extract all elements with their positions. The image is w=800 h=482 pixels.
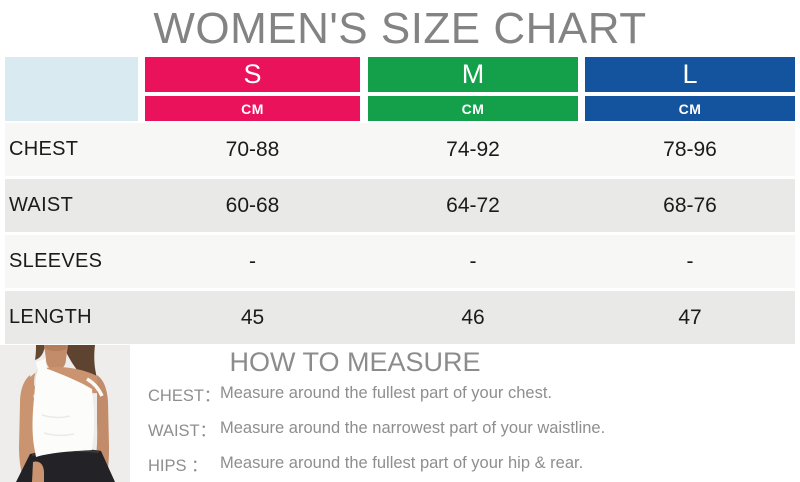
size-header-m: M <box>368 57 578 92</box>
cell-waist-s: 60-68 <box>225 193 280 217</box>
unit-header-s: CM <box>145 96 360 121</box>
cell-chest-l: 78-96 <box>663 137 717 161</box>
cell-length-l: 47 <box>678 305 702 329</box>
row-label-length: LENGTH <box>9 306 92 328</box>
table-row-waist: WAIST 60-68 64-72 68-76 <box>5 179 795 232</box>
unit-header-m: CM <box>368 96 578 121</box>
how-to-measure-heading: HOW TO MEASURE <box>229 347 481 377</box>
cell-length-s: 45 <box>240 305 265 329</box>
measure-text-chest: Measure around the fullest part of your … <box>220 384 553 402</box>
table-row-sleeves: SLEEVES - - - <box>5 235 795 288</box>
measure-label-chest: CHEST： <box>148 386 221 405</box>
cell-length-m: 46 <box>461 305 485 329</box>
cell-waist-m: 64-72 <box>446 193 500 217</box>
cell-waist-l: 68-76 <box>663 193 717 217</box>
measure-item-waist: WAIST： Measure around the narrowest part … <box>148 411 788 446</box>
table-row-length: LENGTH 45 46 47 <box>5 291 795 344</box>
cell-sleeves-m: - <box>469 249 477 273</box>
cell-sleeves-s: - <box>249 249 256 273</box>
measure-text-waist: Measure around the narrowest part of you… <box>220 419 606 437</box>
model-photo-illustration <box>0 343 130 482</box>
row-label-chest: CHEST <box>9 138 79 160</box>
measure-text-hips: Measure around the fullest part of your … <box>220 454 584 472</box>
measure-label-waist: WAIST： <box>148 421 217 440</box>
cell-chest-m: 74-92 <box>446 137 500 161</box>
measure-label-hips: HIPS ： <box>148 456 208 475</box>
row-label-sleeves: SLEEVES <box>9 250 103 272</box>
unit-header-l: CM <box>585 96 795 121</box>
measure-item-hips: HIPS ： Measure around the fullest part of… <box>148 446 788 481</box>
table-corner-cell <box>5 57 138 121</box>
table-row-chest: CHEST 70-88 74-92 78-96 <box>5 123 795 176</box>
cell-sleeves-l: - <box>686 249 694 273</box>
measure-item-chest: CHEST： Measure around the fullest part of… <box>148 376 788 411</box>
size-header-l: L <box>585 57 795 92</box>
measure-list: CHEST： Measure around the fullest part of… <box>148 376 788 481</box>
model-photo <box>0 343 130 482</box>
page-title: WOMEN'S SIZE CHART <box>153 4 647 53</box>
row-label-waist: WAIST <box>9 194 74 216</box>
size-header-s: S <box>145 57 360 92</box>
cell-chest-s: 70-88 <box>225 137 280 161</box>
